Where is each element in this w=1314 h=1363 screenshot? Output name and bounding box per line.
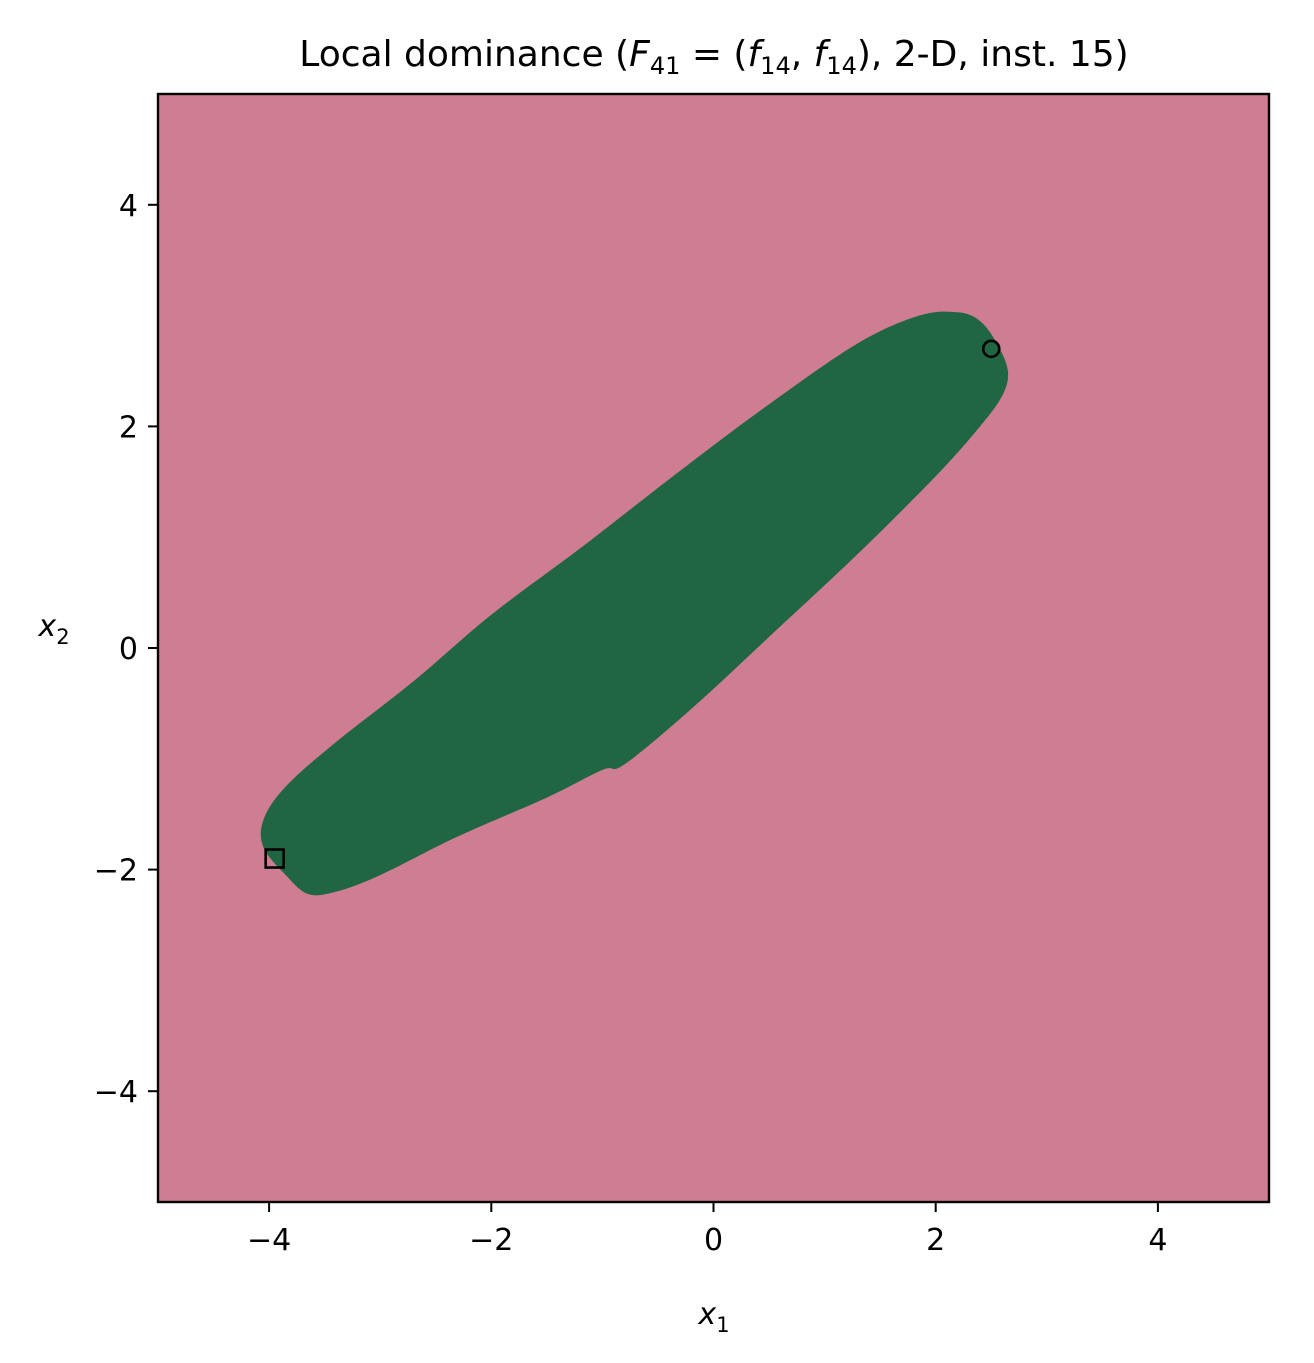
y-axis-label: x2 xyxy=(37,609,69,649)
y-tick-label: −2 xyxy=(94,854,138,889)
chart-title: Local dominance (F41 = (f14, f14), 2-D, … xyxy=(299,34,1128,80)
dominated-region xyxy=(260,311,1009,896)
y-axis-ticks: −4 −2 0 2 4 xyxy=(94,189,158,1110)
y-tick-label: 0 xyxy=(119,632,138,667)
x-tick-label: −4 xyxy=(247,1223,291,1258)
x-axis-label: x1 xyxy=(697,1297,729,1337)
x-tick-label: 0 xyxy=(704,1223,723,1258)
x-axis-ticks: −4 −2 0 2 4 xyxy=(247,1202,1167,1258)
x-tick-label: 2 xyxy=(926,1223,945,1258)
square-marker xyxy=(264,848,285,869)
circle-marker xyxy=(981,339,1001,359)
x-tick-label: 4 xyxy=(1148,1223,1167,1258)
x-tick-label: −2 xyxy=(469,1223,513,1258)
y-tick-label: −4 xyxy=(94,1075,138,1110)
y-tick-label: 2 xyxy=(119,410,138,445)
y-tick-label: 4 xyxy=(119,189,138,224)
markers xyxy=(264,339,1001,869)
